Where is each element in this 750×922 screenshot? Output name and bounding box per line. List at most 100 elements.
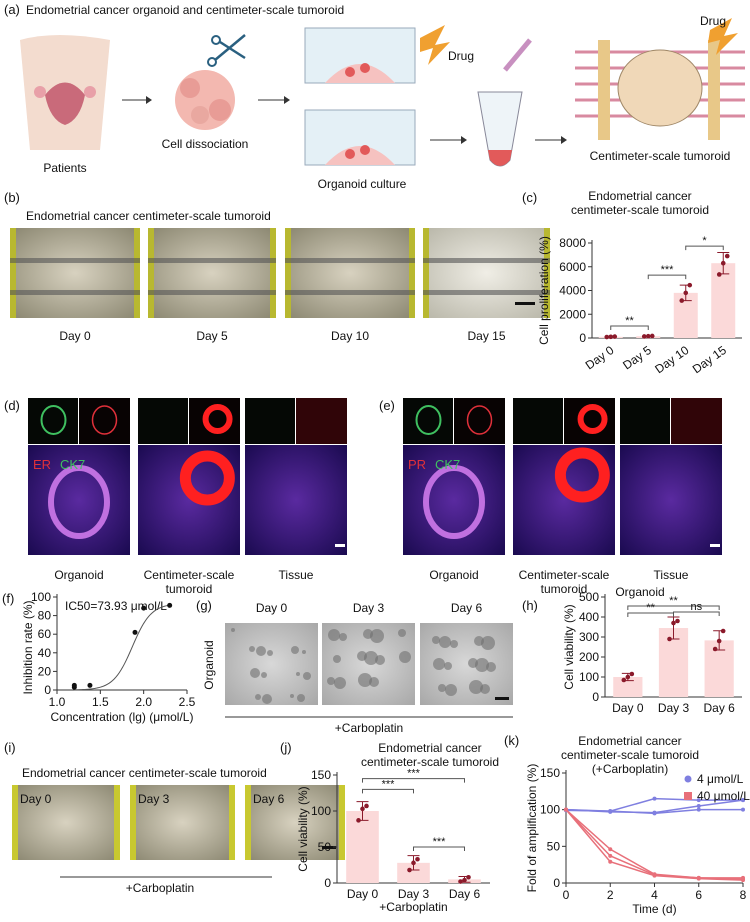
panel-k-label: (k) (504, 733, 519, 748)
organoid (357, 651, 367, 661)
significance-label: *** (407, 768, 421, 780)
panel-b-images: Day 0 Day 5 Day 10 Day 15 (10, 228, 550, 343)
y-tick-label: 150 (311, 768, 331, 782)
data-point (716, 638, 722, 644)
chart-title: centimeter-scale tumoroid (561, 748, 699, 762)
day-label: Day 6 (451, 601, 483, 615)
organoid-outline (48, 465, 110, 539)
x-tick-label: 1.5 (92, 695, 109, 709)
significance-label: ** (669, 595, 678, 607)
culture-label: Organoid culture (318, 177, 407, 191)
organoid (468, 658, 478, 668)
red-channel-image (79, 398, 130, 444)
series-line (565, 809, 743, 879)
data-point (407, 867, 412, 873)
panel-a-title: Endometrial cancer organoid and centimet… (26, 3, 344, 17)
scaffold-edge (409, 228, 415, 318)
organoid (398, 629, 406, 637)
scaffold-edge (134, 228, 140, 318)
y-axis-label: Inhibition rate (%) (21, 600, 35, 694)
scale-bar (335, 544, 345, 547)
y-tick-label: 100 (540, 803, 560, 817)
day-label: Day 15 (467, 329, 505, 343)
data-point (683, 290, 689, 296)
data-point (608, 809, 613, 814)
red-ring-artifact (577, 404, 608, 434)
data-point (625, 674, 631, 680)
y-tick-label: 8000 (559, 236, 586, 250)
data-point (696, 804, 701, 808)
green-channel-image (513, 398, 563, 444)
column-label: tumoroid (541, 582, 588, 596)
cell-cluster-icon (175, 70, 235, 130)
scaffold-edge (148, 228, 154, 318)
y-tick-label: 0 (592, 690, 599, 704)
organoid (481, 636, 495, 650)
x-tick-label: 6 (695, 888, 702, 902)
data-point (167, 602, 173, 608)
x-tick-label: Day 6 (703, 701, 735, 715)
series-line (565, 809, 744, 881)
organoid (267, 650, 273, 656)
day-label: Day 3 (353, 601, 385, 615)
tumoroid-image (12, 785, 120, 860)
organoid-outline (91, 405, 118, 435)
organoid (256, 646, 266, 656)
data-point (645, 333, 651, 339)
significance-bracket (362, 788, 414, 794)
bar (346, 811, 379, 883)
organoid-outline (423, 465, 485, 539)
chart-title: Endometrial cancer (578, 734, 681, 748)
x-tick-label: Day 3 (398, 887, 430, 901)
chart-title: Endometrial cancer (588, 189, 691, 203)
dissociation-label: Cell dissociation (162, 137, 249, 151)
green-channel-image (403, 398, 453, 444)
x-tick-label: 4 (651, 888, 658, 902)
tumoroid-image (10, 228, 140, 318)
organoid (399, 651, 411, 663)
column-label: Organoid (429, 568, 478, 582)
x-tick-label: 2 (607, 888, 614, 902)
day-label: Day 6 (253, 792, 285, 806)
data-point (720, 628, 726, 634)
y-tick-label: 40 (38, 646, 52, 660)
organoid (363, 629, 373, 639)
column-label: tumoroid (166, 582, 213, 596)
x-tick-label: Day 10 (652, 343, 691, 376)
chart-title: Endometrial cancer (378, 741, 481, 755)
green-channel-image (28, 398, 78, 444)
data-point (687, 282, 693, 288)
scaffold-edge (339, 785, 345, 860)
day-label: Day 3 (138, 792, 170, 806)
arrow-head (461, 136, 467, 144)
significance-label: *** (433, 836, 447, 848)
y-axis-label: Cell proliferation (%) (537, 236, 551, 345)
arrow-head (561, 136, 567, 144)
day-label: Day 10 (331, 329, 369, 343)
column-label: Organoid (54, 568, 103, 582)
panel-h-label: (h) (522, 598, 538, 613)
y-tick-label: 0 (44, 683, 51, 697)
organoid (433, 658, 445, 670)
data-point (712, 646, 718, 652)
x-tick-label: 1.0 (49, 695, 66, 709)
organoid (327, 677, 335, 685)
legend-label: 40 μmol/L (697, 789, 750, 803)
scissors-icon (207, 34, 246, 67)
data-point (652, 873, 657, 878)
y-axis-label: Fold of amplification (%) (525, 764, 539, 893)
significance-bracket (627, 605, 720, 610)
organoid (262, 694, 272, 704)
scaffold-bar (285, 258, 415, 263)
day-label: Day 0 (20, 792, 52, 806)
organoid (231, 628, 235, 632)
i-treatment-label: +Carboplatin (126, 881, 194, 895)
legend-marker (684, 792, 692, 800)
organoid (469, 680, 483, 694)
data-point (415, 856, 420, 862)
scaffold-bar (148, 290, 276, 295)
y-tick-label: 50 (547, 839, 561, 853)
